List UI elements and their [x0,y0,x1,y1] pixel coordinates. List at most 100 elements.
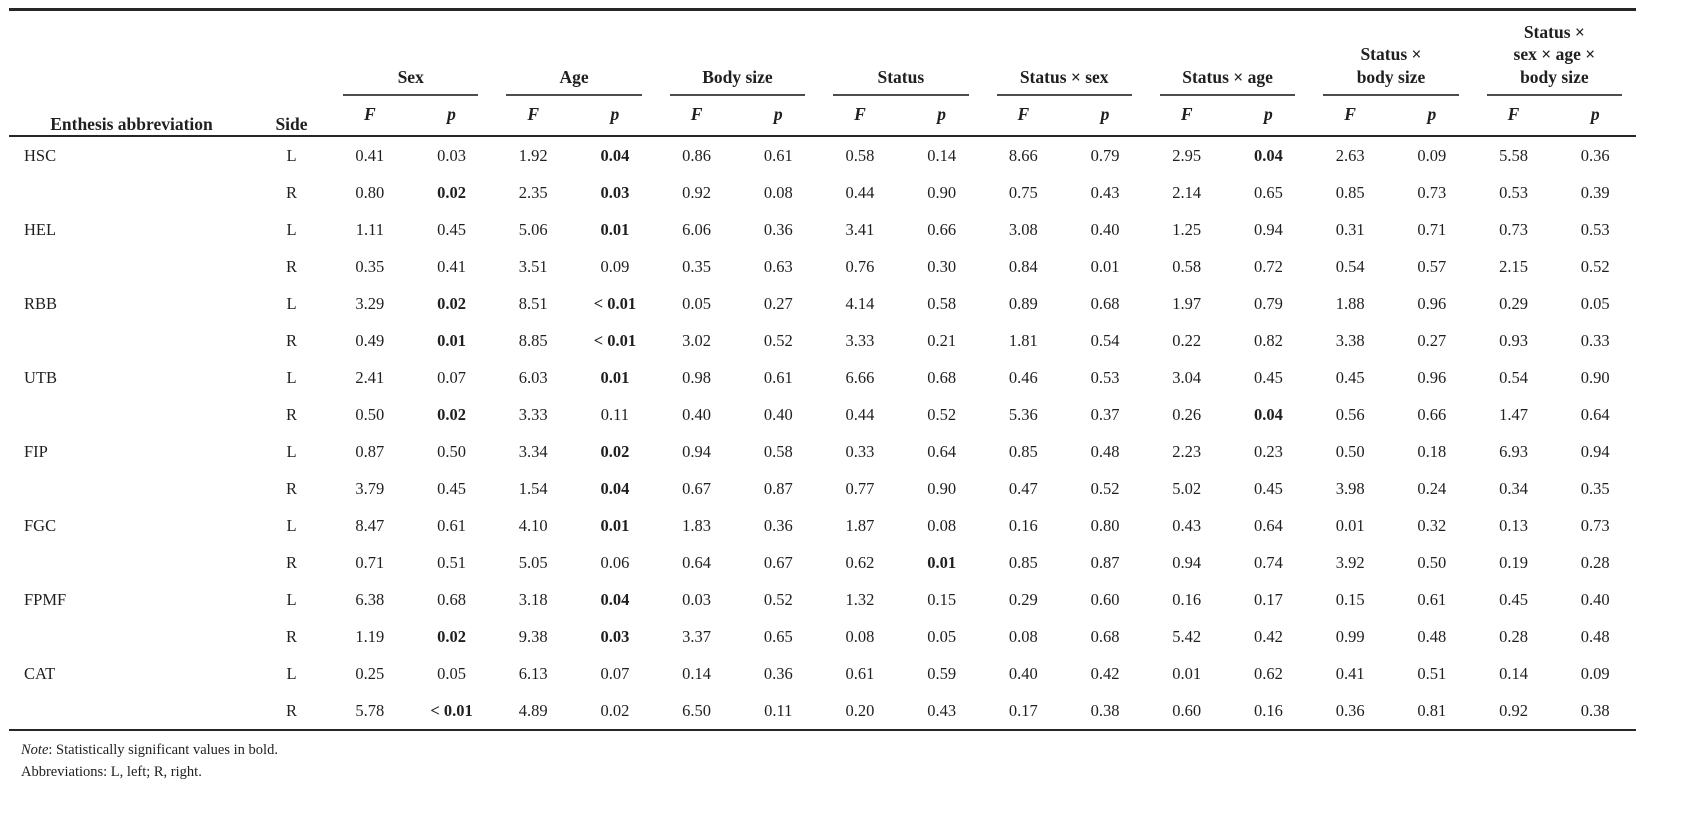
p-value-cell: 0.09 [1580,663,1610,683]
f-value-cell: 3.02 [682,330,712,350]
p-value-cell: 0.90 [927,182,957,202]
f-value-cell: 1.54 [518,478,548,498]
p-value-cell: 0.14 [927,145,957,165]
p-value-cell: 0.05 [1580,293,1610,313]
group-header-status: Status [819,10,982,97]
table-row: R 0.35 0.41 3.51 0.09 0.35 0.63 0.76 0.30 0.84 0.0… [9,248,1636,285]
group-header-status-sex-label: Status × sex [996,66,1132,97]
f-value-cell: 1.32 [845,589,875,609]
f-value-cell: 0.44 [845,404,875,424]
table-row: FGC L 8.47 0.61 4.10 0.01 1.83 0.36 1.87 0.08 0.16… [9,507,1636,544]
f-value-cell: 0.22 [1172,330,1202,350]
f-value-cell: 0.25 [355,663,385,683]
p-value-cell: 0.15 [927,589,957,609]
side-cell: L [286,663,297,683]
p-value-cell: 0.36 [763,663,793,683]
p-value-cell: 0.27 [763,293,793,313]
p-value-cell: 0.53 [1580,219,1610,239]
table-row: R 0.80 0.02 2.35 0.03 0.92 0.08 0.44 0.90 0.75 0.4… [9,174,1636,211]
f-value-cell: 8.47 [355,515,385,535]
col-header-p: p [1227,96,1310,138]
group-header-status-body-size-label: Status × body size [1323,43,1459,97]
f-value-cell: 0.15 [1335,589,1365,609]
group-header-row: Enthesis abbreviation Side Sex Age Body … [9,9,1636,138]
f-value-cell: 6.66 [845,367,875,387]
f-value-cell: 0.60 [1172,700,1202,720]
enthesis-cell [9,470,254,507]
note-text: : Statistically significant values in bo… [48,742,278,759]
p-value-cell: 0.03 [437,145,466,165]
col-header-f: F [982,96,1065,138]
p-value-cell: 0.11 [764,700,793,720]
p-value-cell: 0.09 [1417,145,1447,165]
f-value-cell: 0.93 [1499,330,1528,350]
table-row: FPMF L 6.38 0.68 3.18 0.04 0.03 0.52 1.32 0.15 0.2… [9,581,1636,618]
side-cell: R [285,182,297,202]
table-row: R 5.78 < 0.01 4.89 0.02 6.50 0.11 0.20 0.43 0.17 0… [9,692,1636,730]
f-value-cell: 3.29 [355,293,385,313]
table-row: R 0.49 0.01 8.85 < 0.01 3.02 0.52 3.33 0.21 1.81 0… [9,322,1636,359]
f-value-cell: 0.75 [1008,182,1038,202]
p-value-cell: 0.04 [600,589,630,609]
table-row: UTB L 2.41 0.07 6.03 0.01 0.98 0.61 6.66 0.68 0.46… [9,359,1636,396]
f-value-cell: 0.05 [682,293,712,313]
p-value-cell: 0.57 [1417,256,1447,276]
table-row: HSC L 0.41 0.03 1.92 0.04 0.86 0.61 0.58 0.14 8.66… [9,136,1636,174]
f-value-cell: 0.14 [1499,663,1528,683]
group-header-age-label: Age [506,66,642,97]
side-cell: R [285,700,297,720]
f-value-cell: 1.81 [1008,330,1038,350]
p-value-cell: 0.07 [600,663,630,683]
f-value-cell: 8.66 [1008,145,1038,165]
f-value-cell: 0.84 [1008,256,1038,276]
f-value-cell: 0.61 [845,663,875,683]
side-cell: L [286,589,297,609]
p-value-cell: 0.52 [763,589,793,609]
p-value-cell: 0.02 [437,293,466,313]
p-value-cell: 0.35 [1580,478,1610,498]
p-value-cell: < 0.01 [593,330,637,350]
f-value-cell: 0.86 [682,145,712,165]
p-value-cell: 0.72 [1253,256,1283,276]
p-value-cell: 0.79 [1090,145,1120,165]
p-value-cell: 0.36 [763,515,793,535]
f-value-cell: 6.13 [518,663,548,683]
f-value-cell: 0.33 [845,441,875,461]
f-value-cell: 0.50 [355,404,385,424]
f-value-cell: 1.47 [1499,404,1528,424]
f-value-cell: 0.41 [1335,663,1365,683]
group-header-status-sex-age-body-size-label: Status × sex × age × body size [1486,21,1623,97]
p-value-cell: 0.90 [927,478,957,498]
f-value-cell: 0.64 [682,552,712,572]
p-value-cell: 0.63 [763,256,793,276]
p-value-cell: 0.16 [1253,700,1283,720]
f-value-cell: 5.02 [1172,478,1202,498]
p-value-cell: 0.03 [600,626,630,646]
table-footnotes: Note: Statistically significant values i… [21,740,1636,784]
table-row: RBB L 3.29 0.02 8.51 < 0.01 0.05 0.27 4.14 0.58 0.… [9,285,1636,322]
enthesis-cell [9,692,254,730]
abbreviations-line: Abbreviations: L, left; R, right. [21,763,202,780]
f-value-cell: 1.92 [518,145,548,165]
enthesis-cell: FIP [24,441,48,461]
f-value-cell: 0.40 [682,404,712,424]
col-header-f: F [492,96,575,138]
side-cell: L [286,293,297,313]
p-value-cell: 0.96 [1417,367,1447,387]
p-value-cell: 0.90 [1580,367,1610,387]
f-value-cell: 1.11 [355,219,384,239]
f-value-cell: 3.92 [1335,552,1365,572]
p-value-cell: 0.40 [1090,219,1120,239]
p-value-cell: 0.51 [437,552,466,572]
p-value-cell: 0.68 [437,589,466,609]
f-value-cell: 0.40 [1008,663,1038,683]
side-cell: R [285,256,297,276]
col-header-side: Side [254,9,329,138]
p-value-cell: 0.87 [763,478,793,498]
p-value-cell: 0.05 [437,663,466,683]
col-header-p: p [737,96,820,138]
f-value-cell: 3.79 [355,478,385,498]
f-value-cell: 0.89 [1008,293,1038,313]
f-value-cell: 0.34 [1499,478,1528,498]
p-value-cell: 0.08 [763,182,793,202]
